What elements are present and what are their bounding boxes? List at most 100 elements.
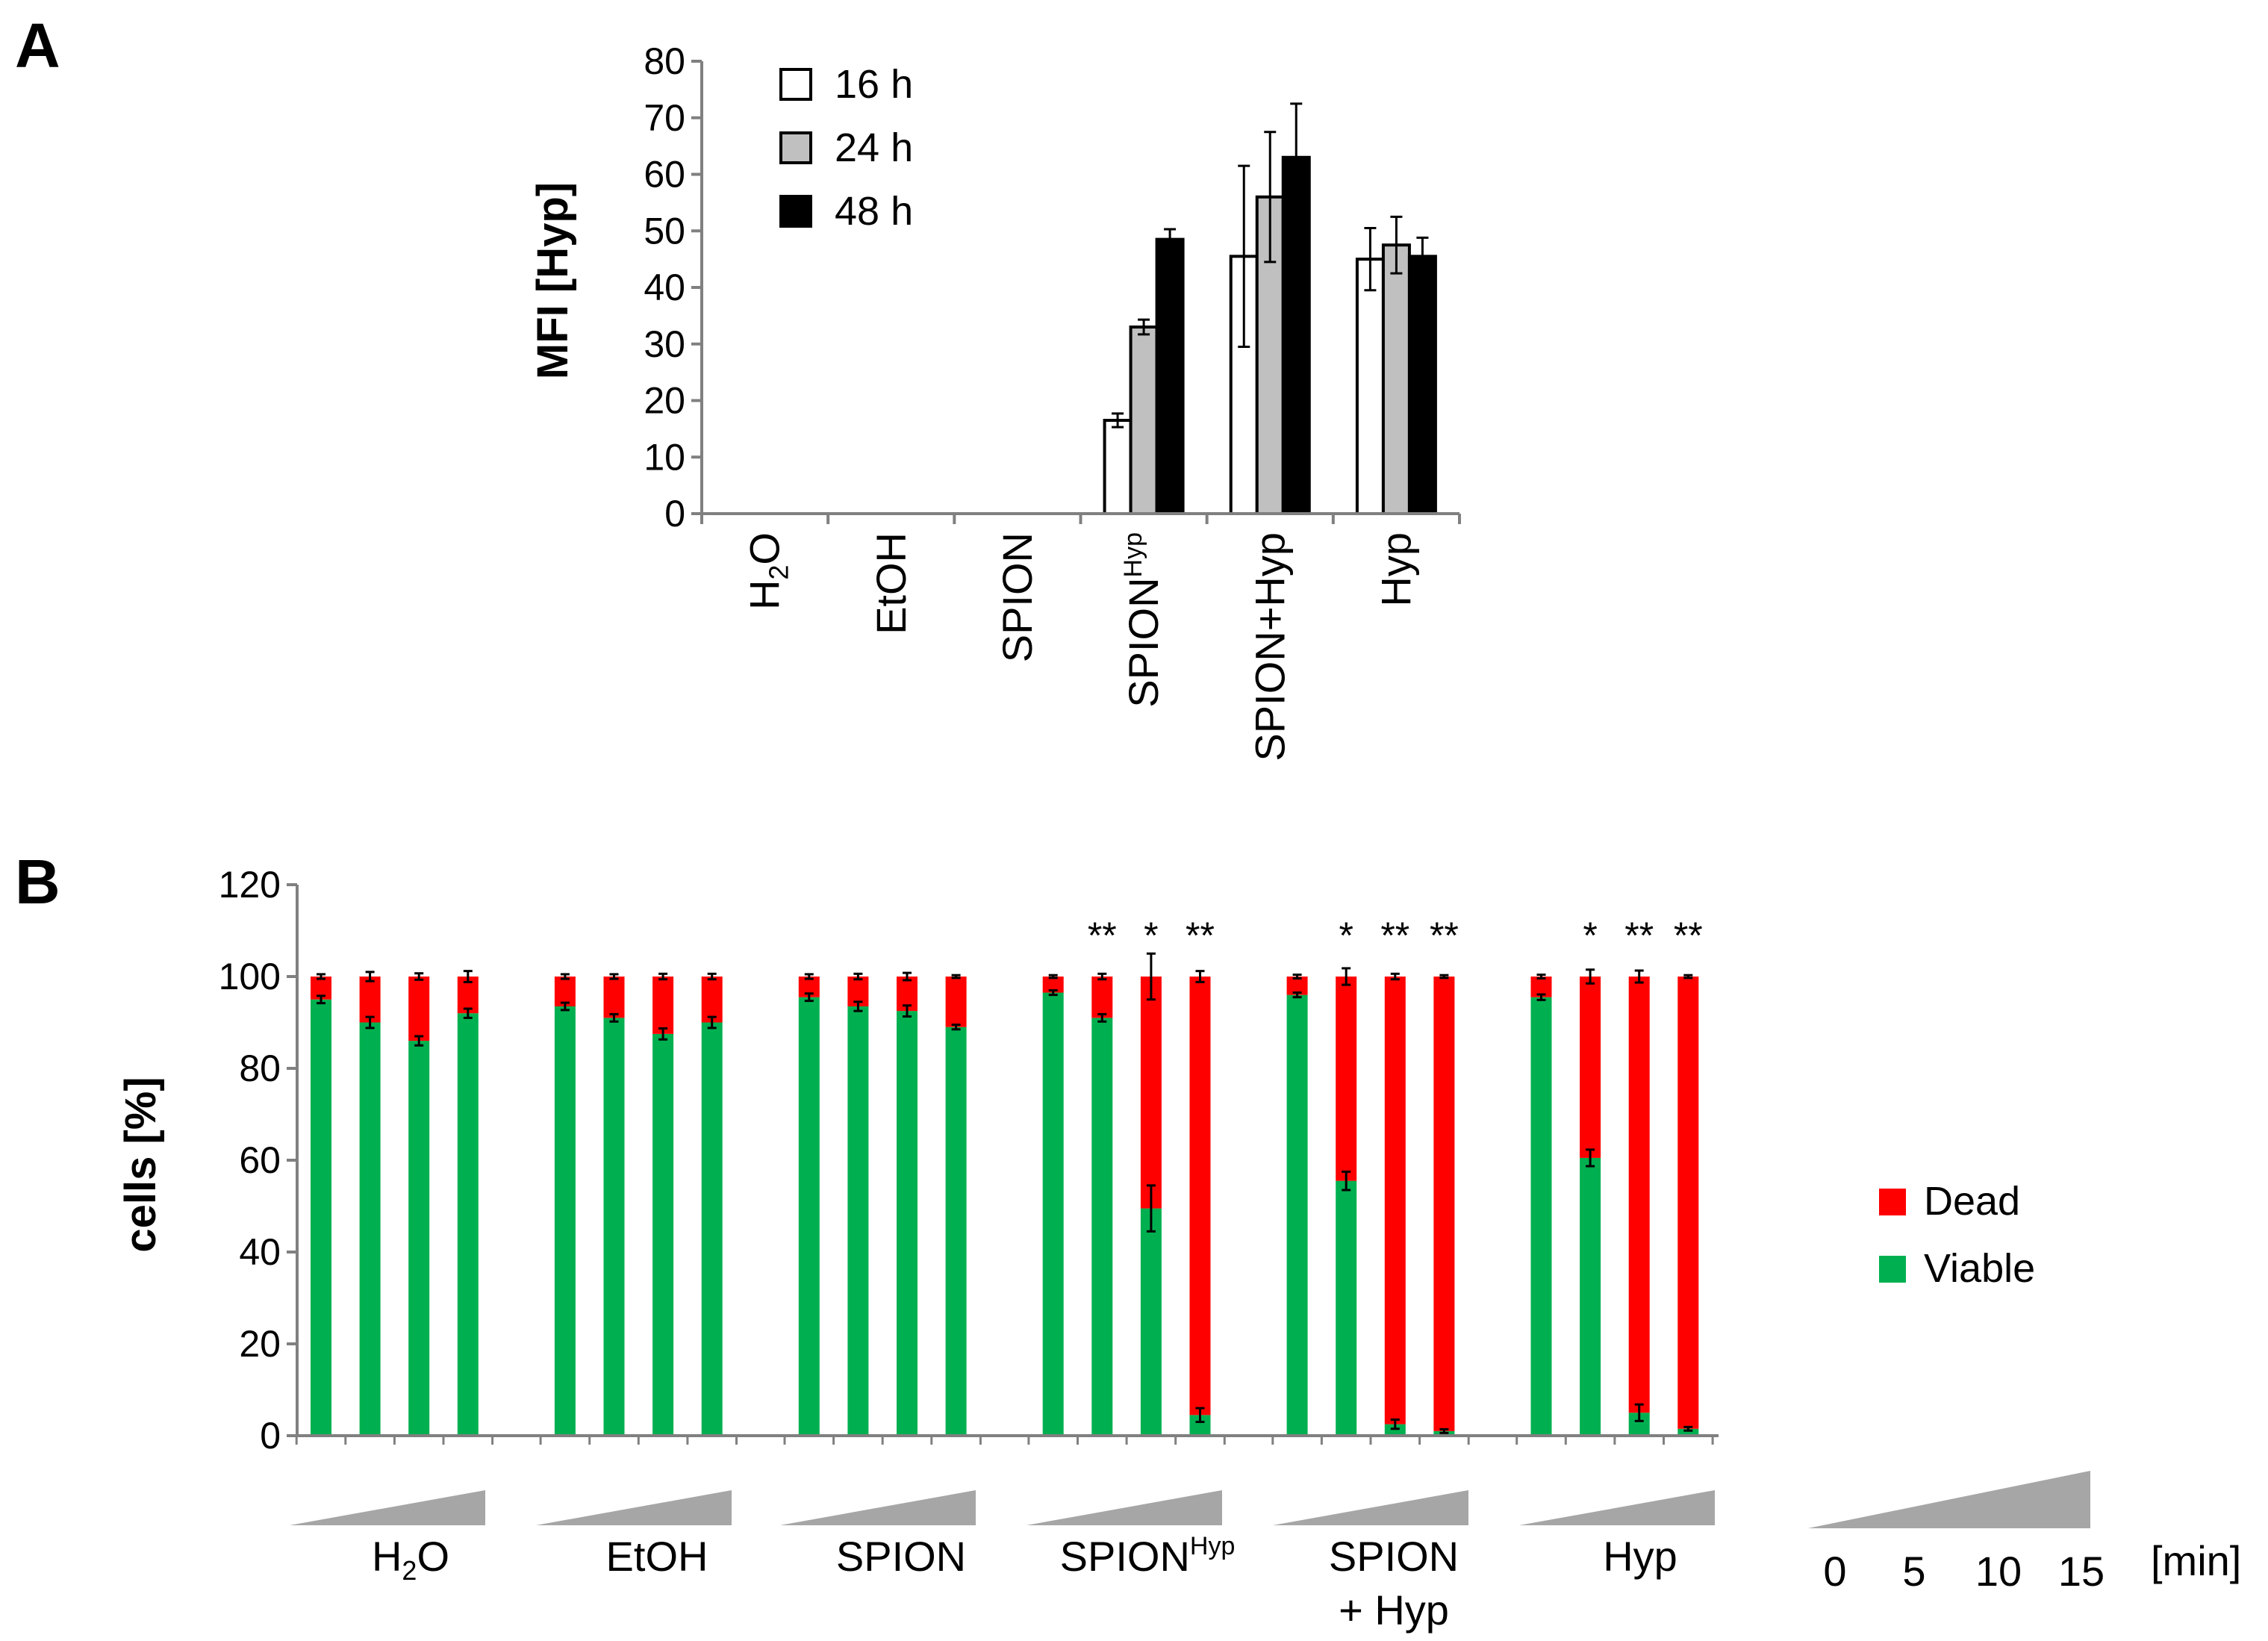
legend-label-16h: 16 h (835, 62, 913, 107)
bar-a-4-2 (1129, 326, 1159, 515)
significance-mark-6-2: * (1583, 915, 1597, 956)
bar-dead-5-2 (1336, 977, 1357, 1181)
legend-swatch-16h (779, 68, 812, 101)
panel-a-y-tick-label: 40 (644, 267, 685, 308)
legend-swatch-dead (1879, 1189, 1906, 1215)
bar-viable-1-1 (311, 999, 331, 1436)
legend-label-24h: 24 h (835, 125, 913, 170)
time-scale-unit: [min] (2151, 1537, 2241, 1584)
panel-a-chart: 0 10 20 30 40 50 60 70 80 MFI [Hyp] 16 h 24 h 48 h… (529, 40, 1461, 762)
legend-label-dead: Dead (1924, 1179, 2020, 1224)
legend-swatch-48h (779, 195, 812, 228)
bar-a-4-1 (1103, 419, 1133, 516)
panel-a-axes: 0 10 20 30 40 50 60 70 80 (644, 40, 1461, 535)
group-label: H2O (372, 1533, 449, 1586)
panel-a-category-label: SPIONHyp (1119, 532, 1167, 708)
panel-b-axes: 0 20 40 60 80 100 120 (219, 864, 1719, 1457)
panel-a-category-label: H2O (741, 532, 794, 610)
bar-dead-4-2 (1091, 977, 1113, 1018)
significance-mark-5-3: ** (1380, 915, 1409, 956)
time-scale-tick-label: 5 (1902, 1548, 1925, 1595)
significance-mark-5-2: * (1339, 915, 1353, 956)
legend-label-48h: 48 h (835, 189, 913, 234)
time-wedge (1026, 1490, 1222, 1525)
bar-dead-1-3 (408, 977, 430, 1041)
bar-viable-6-1 (1530, 997, 1552, 1436)
group-label: EtOH (606, 1533, 708, 1580)
panel-a-y-axis-label: MFI [Hyp] (529, 182, 577, 379)
bar-a-4-3 (1155, 237, 1185, 515)
bar-viable-2-3 (652, 1033, 674, 1436)
group-label-line2: + Hyp (1339, 1586, 1449, 1634)
bar-viable-3-4 (945, 1027, 967, 1436)
time-scale-tick-label: 10 (1975, 1548, 2022, 1595)
bar-dead-5-3 (1384, 977, 1406, 1424)
panel-b-y-tick-label: 80 (239, 1047, 281, 1089)
panel-b-bars (311, 952, 1699, 1436)
time-wedge (1519, 1490, 1715, 1525)
bar-viable-4-1 (1042, 992, 1064, 1436)
bar-dead-6-2 (1580, 977, 1601, 1158)
bar-dead-1-2 (359, 977, 381, 1023)
bar-viable-2-2 (603, 1018, 625, 1436)
significance-mark-6-4: ** (1674, 915, 1703, 956)
group-label: SPION (1329, 1533, 1459, 1580)
panel-b-significance-marks: ** * ** * ** ** * ** ** (1088, 915, 1703, 956)
panel-label-b: B (15, 847, 60, 917)
bar-dead-2-2 (603, 977, 625, 1018)
bar-a-6-1 (1355, 258, 1385, 515)
time-wedge (780, 1490, 976, 1525)
panel-b-y-tick-label: 100 (219, 956, 281, 997)
panel-a-category-label: Hyp (1372, 532, 1419, 607)
bar-dead-4-1 (1042, 977, 1064, 993)
panel-b-time-scale: 0 5 10 15 [min] (1808, 1471, 2241, 1595)
bar-a-5-3 (1281, 155, 1311, 515)
panel-b-y-axis-label: cells [%] (116, 1077, 165, 1252)
bar-viable-3-1 (798, 997, 820, 1436)
bar-viable-2-4 (701, 1022, 723, 1436)
time-wedge (290, 1490, 485, 1525)
bar-dead-2-4 (701, 977, 723, 1023)
panel-a-y-tick-label: 70 (644, 97, 685, 139)
panel-b-y-tick-label: 120 (219, 864, 281, 906)
panel-a-y-tick-label: 0 (664, 493, 685, 535)
time-scale-tick-label: 0 (1823, 1548, 1846, 1595)
legend-label-viable: Viable (1924, 1246, 2035, 1291)
panel-a-y-tick-label: 50 (644, 210, 685, 252)
bar-viable-6-4 (1677, 1428, 1699, 1436)
significance-mark-4-3: * (1144, 915, 1158, 956)
time-wedge (536, 1490, 732, 1525)
bar-viable-4-3 (1140, 1208, 1162, 1436)
panel-a-category-label: SPION+Hyp (1246, 532, 1293, 762)
bar-viable-5-1 (1286, 994, 1308, 1436)
bar-viable-3-3 (897, 1011, 918, 1436)
bar-viable-2-1 (554, 1006, 576, 1436)
panel-a-category-labels: H2O EtOH SPION SPIONHyp SPION+Hyp Hyp (741, 532, 1420, 762)
panel-a-y-tick-label: 60 (644, 154, 685, 196)
significance-mark-4-2: ** (1088, 915, 1117, 956)
panel-a-y-tick-label: 20 (644, 380, 685, 422)
group-label: SPION (836, 1533, 966, 1580)
bar-dead-2-3 (652, 977, 674, 1034)
bar-viable-1-2 (359, 1022, 381, 1436)
panel-b-time-wedges: H2O EtOH SPION SPIONHyp SPION + Hyp Hyp (290, 1490, 1715, 1634)
bar-viable-5-3 (1384, 1424, 1406, 1436)
bar-viable-4-2 (1091, 1018, 1113, 1436)
bar-dead-3-4 (945, 977, 967, 1027)
panel-a-category-label: EtOH (867, 532, 915, 635)
significance-mark-4-4: ** (1186, 915, 1215, 956)
panel-b-legend: Dead Viable (1879, 1179, 2035, 1291)
bar-viable-1-4 (457, 1013, 479, 1436)
bar-dead-4-3 (1140, 977, 1162, 1209)
panel-a-y-tick-label: 10 (644, 436, 685, 478)
panel-label-a: A (15, 10, 60, 81)
panel-b-y-tick-label: 40 (239, 1231, 281, 1273)
panel-a-y-tick-label: 80 (644, 40, 685, 82)
panel-b-y-tick-label: 0 (260, 1415, 281, 1457)
group-label: Hyp (1603, 1533, 1677, 1580)
bar-viable-6-2 (1580, 1157, 1601, 1436)
bar-viable-1-3 (408, 1041, 430, 1436)
legend-swatch-24h (779, 131, 812, 164)
